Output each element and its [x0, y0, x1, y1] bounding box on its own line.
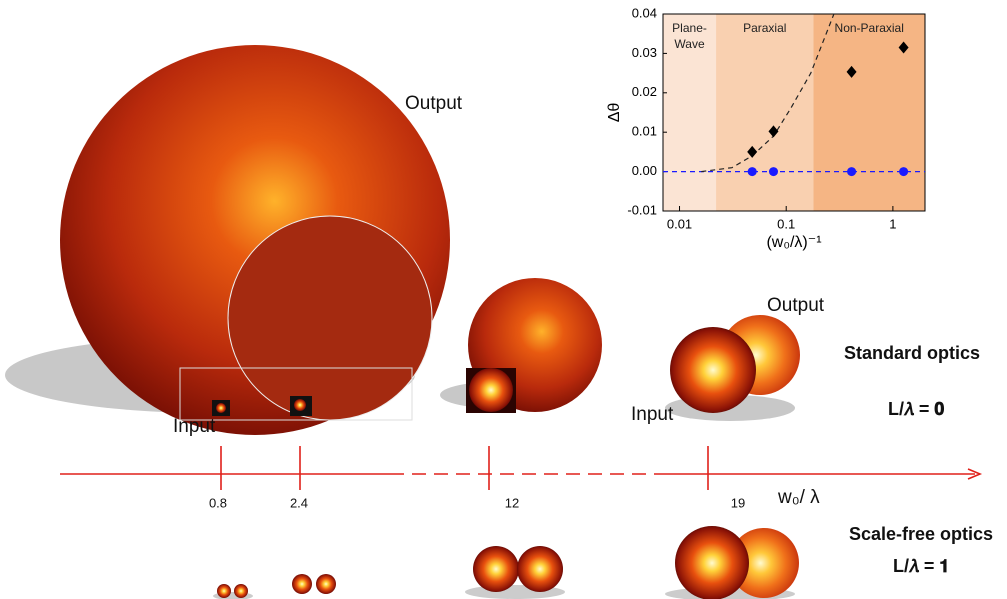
size-axis-label: w₀/ λ [777, 487, 820, 508]
scale-free-eq: L/𝜆 = 𝟏 [893, 556, 949, 576]
x-tick-label: 0.1 [777, 216, 795, 231]
size-tick: 0.8 [209, 495, 227, 510]
beam [316, 574, 336, 594]
beam [675, 526, 749, 599]
figure: 0.8 2.4 12 19 w₀/ λ Output Input Output … [0, 0, 1007, 599]
size-tick: 2.4 [290, 495, 308, 510]
region [813, 14, 925, 211]
beam [234, 584, 248, 598]
beam [217, 584, 231, 598]
y-axis-label: Δθ [606, 103, 623, 123]
point [847, 167, 856, 176]
region-label: Wave [674, 37, 705, 51]
region-label: Plane- [672, 21, 707, 35]
size-axis [60, 446, 980, 490]
region [716, 14, 813, 211]
beam [292, 574, 312, 594]
small-beam [216, 403, 226, 413]
y-tick-label: 0.01 [632, 124, 657, 139]
input-label: Input [173, 416, 216, 437]
input-beam [670, 327, 756, 413]
size-tick: 19 [731, 495, 745, 510]
scale-free-optics: Scale-free optics [849, 524, 993, 544]
x-tick-label: 0.01 [667, 216, 692, 231]
beam [473, 546, 519, 592]
region-label: Non-Paraxial [835, 21, 904, 35]
y-tick-label: 0.03 [632, 45, 657, 60]
output-label: Output [767, 295, 825, 316]
x-axis-label: (w₀/λ)⁻¹ [766, 234, 821, 251]
beam [517, 546, 563, 592]
output-label: Output [405, 93, 463, 114]
input-label: Input [631, 404, 674, 425]
region-label: Paraxial [743, 21, 786, 35]
point [899, 167, 908, 176]
input-beam [228, 216, 432, 420]
standard-optics: Standard optics [844, 343, 980, 363]
point [769, 167, 778, 176]
y-tick-label: -0.01 [627, 202, 657, 217]
x-tick-label: 1 [889, 216, 896, 231]
y-tick-label: 0.02 [632, 84, 657, 99]
point [748, 167, 757, 176]
inset-chart: Plane- Wave Paraxial Non-Paraxial -0.01 0.00 0… [606, 5, 925, 251]
input-beam [469, 368, 513, 412]
size-tick: 12 [505, 495, 519, 510]
y-tick-label: 0.04 [632, 5, 657, 20]
small-beam [294, 399, 306, 411]
standard-eq: L/𝜆 = 𝟎 [888, 399, 944, 419]
y-tick-label: 0.00 [632, 163, 657, 178]
